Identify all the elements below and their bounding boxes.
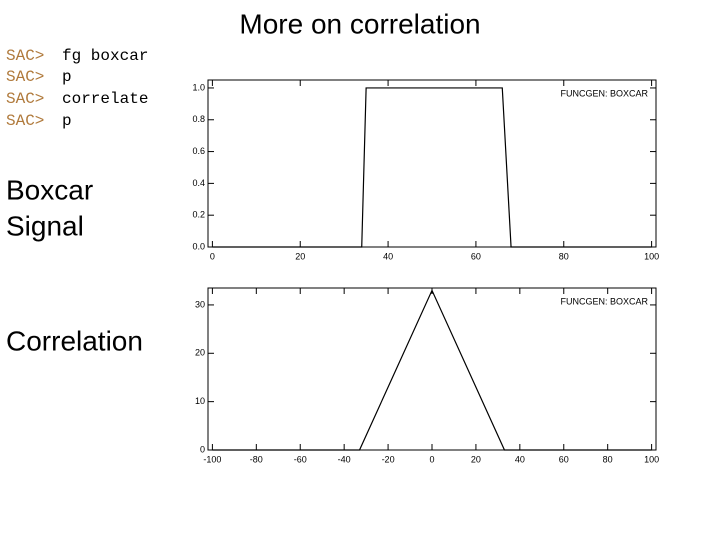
x-tick-label: -80 xyxy=(250,454,263,464)
command: correlate xyxy=(62,90,148,108)
prompt: SAC> xyxy=(6,47,44,65)
x-tick-label: 0 xyxy=(429,454,434,464)
annotation: FUNCGEN: BOXCAR xyxy=(560,296,648,306)
y-tick-label: 10 xyxy=(195,396,205,406)
y-tick-label: 0.8 xyxy=(192,114,205,124)
x-tick-label: -20 xyxy=(382,454,395,464)
x-tick-label: 60 xyxy=(559,454,569,464)
x-tick-label: 40 xyxy=(515,454,525,464)
y-tick-label: 1.0 xyxy=(192,82,205,92)
command: fg boxcar xyxy=(62,47,148,65)
plot-frame xyxy=(207,79,657,248)
prompt: SAC> xyxy=(6,68,44,86)
data-line xyxy=(212,87,652,248)
y-tick-label: 0.0 xyxy=(192,241,205,251)
side-label: Boxcar xyxy=(6,174,93,205)
data-line xyxy=(212,288,652,451)
command: p xyxy=(62,68,72,86)
x-tick-label: -40 xyxy=(338,454,351,464)
side-label: Correlation xyxy=(6,325,143,356)
prompt: SAC> xyxy=(6,112,44,130)
x-tick-label: 100 xyxy=(644,454,659,464)
annotation: FUNCGEN: BOXCAR xyxy=(560,88,648,98)
x-tick-label: -60 xyxy=(294,454,307,464)
command: p xyxy=(62,112,72,130)
x-tick-label: 20 xyxy=(295,251,305,261)
x-tick-label: 80 xyxy=(559,251,569,261)
x-tick-label: 20 xyxy=(471,454,481,464)
x-tick-label: 80 xyxy=(603,454,613,464)
slide-title: More on correlation xyxy=(239,8,480,39)
y-tick-label: 0.4 xyxy=(192,178,205,188)
x-tick-label: 0 xyxy=(210,251,215,261)
x-tick-label: 100 xyxy=(644,251,659,261)
x-tick-label: -100 xyxy=(203,454,221,464)
y-tick-label: 0.6 xyxy=(192,146,205,156)
plot-frame xyxy=(207,287,657,451)
y-tick-label: 20 xyxy=(195,348,205,358)
x-tick-label: 60 xyxy=(471,251,481,261)
side-label: Signal xyxy=(6,210,84,241)
y-tick-label: 30 xyxy=(195,299,205,309)
y-tick-label: 0.2 xyxy=(192,210,205,220)
x-tick-label: 40 xyxy=(383,251,393,261)
y-tick-label: 0 xyxy=(200,444,205,454)
prompt: SAC> xyxy=(6,90,44,108)
